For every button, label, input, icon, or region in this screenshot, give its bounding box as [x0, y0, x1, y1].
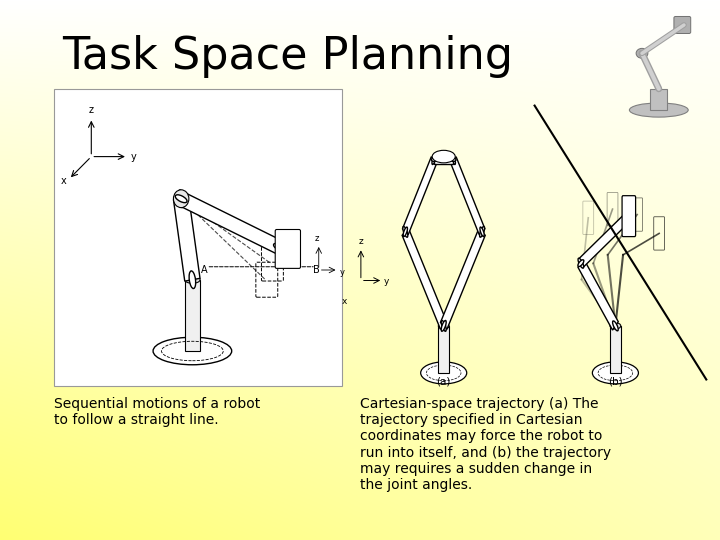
Polygon shape [434, 156, 454, 164]
Bar [184, 280, 200, 351]
Ellipse shape [578, 260, 584, 267]
Ellipse shape [274, 244, 285, 251]
Ellipse shape [402, 226, 408, 237]
Ellipse shape [629, 103, 688, 117]
Bar [438, 326, 449, 373]
Text: Task Space Planning: Task Space Planning [63, 35, 513, 78]
Text: z: z [315, 234, 319, 243]
Ellipse shape [626, 213, 631, 220]
Text: A: A [201, 265, 207, 275]
Text: Sequential motions of a robot
to follow a straight line.: Sequential motions of a robot to follow … [54, 397, 260, 427]
Text: z: z [89, 105, 94, 115]
Text: z: z [359, 237, 363, 246]
Ellipse shape [451, 155, 456, 165]
Polygon shape [578, 259, 618, 330]
Bar [650, 89, 667, 110]
Ellipse shape [593, 362, 639, 384]
Bar [610, 326, 621, 373]
FancyBboxPatch shape [275, 230, 300, 268]
Ellipse shape [432, 150, 455, 163]
Text: B: B [313, 265, 320, 275]
Text: (a): (a) [436, 376, 451, 387]
Ellipse shape [438, 323, 449, 329]
Text: x: x [60, 176, 66, 186]
Ellipse shape [480, 226, 485, 237]
Polygon shape [402, 228, 447, 329]
Polygon shape [579, 212, 631, 268]
Ellipse shape [178, 190, 184, 207]
Text: y: y [340, 268, 345, 277]
FancyBboxPatch shape [674, 16, 690, 33]
Polygon shape [174, 197, 200, 281]
Text: x: x [342, 296, 347, 306]
Ellipse shape [441, 320, 446, 331]
Ellipse shape [420, 362, 467, 384]
Ellipse shape [174, 190, 189, 208]
Ellipse shape [432, 155, 436, 165]
Ellipse shape [175, 195, 187, 202]
Ellipse shape [441, 320, 446, 331]
Ellipse shape [184, 276, 200, 284]
Ellipse shape [610, 323, 621, 329]
Ellipse shape [153, 337, 232, 365]
FancyBboxPatch shape [622, 195, 636, 237]
Text: Cartesian-space trajectory (a) The
trajectory specified in Cartesian
coordinates: Cartesian-space trajectory (a) The traje… [360, 397, 611, 492]
Ellipse shape [403, 227, 408, 237]
Polygon shape [179, 192, 282, 254]
Ellipse shape [613, 321, 618, 331]
Ellipse shape [578, 258, 584, 268]
Ellipse shape [431, 158, 437, 161]
Ellipse shape [189, 271, 196, 288]
Text: y: y [130, 152, 136, 162]
Bar [54, 89, 342, 386]
Text: y: y [384, 277, 390, 286]
Polygon shape [441, 228, 485, 329]
Ellipse shape [480, 227, 485, 237]
Ellipse shape [636, 49, 648, 58]
Ellipse shape [451, 158, 456, 161]
Text: (b): (b) [608, 376, 623, 387]
Polygon shape [402, 157, 437, 235]
Polygon shape [451, 157, 485, 235]
